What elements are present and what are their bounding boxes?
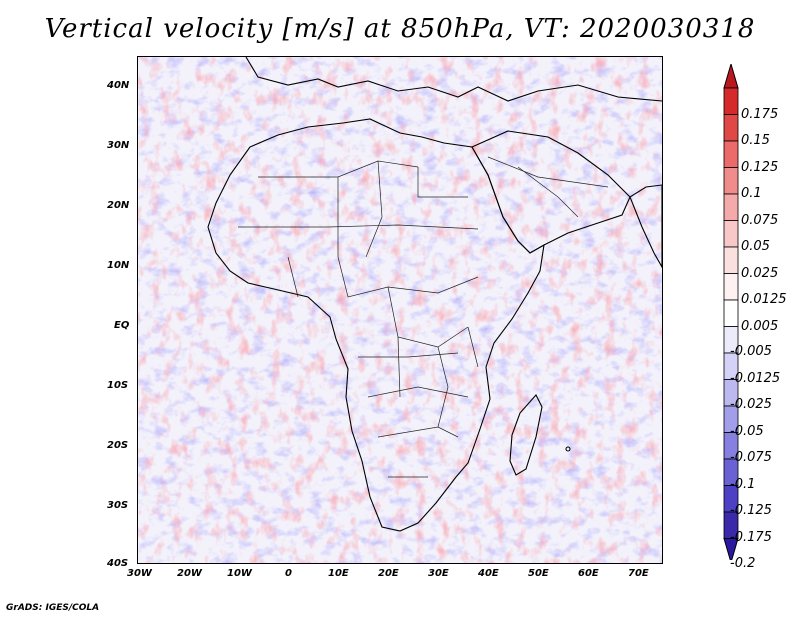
colorbar-label: -0.025	[730, 397, 772, 412]
europe-coastline	[245, 57, 662, 102]
map-title: Vertical velocity [m/s] at 850hPa, VT: 2…	[44, 14, 756, 44]
colorbar-label: 0.175	[741, 106, 779, 122]
africa-coastline	[207, 118, 545, 532]
vertical-velocity-field	[138, 57, 662, 563]
x-tick-70e: 70E	[628, 568, 649, 579]
colorbar-label: -0.0125	[730, 370, 781, 386]
x-tick-10e: 10E	[328, 568, 349, 579]
y-tick-20n: 20N	[107, 200, 130, 211]
colorbar-label: -0.05	[730, 423, 764, 439]
velocity-noise-field	[138, 57, 662, 563]
colorbar-label: 0.05	[741, 239, 770, 254]
colorbar-label: 0.025	[741, 265, 779, 281]
colorbar-segment	[723, 193, 739, 221]
y-tick-40n: 40N	[107, 80, 130, 91]
x-tick-50e: 50E	[528, 568, 549, 579]
country-borders	[238, 156, 609, 478]
colorbar-segment	[723, 167, 739, 195]
x-tick-0: 0	[285, 568, 292, 579]
colorbar-label: 0.125	[741, 159, 779, 175]
colorbar-segment	[723, 140, 739, 168]
colorbar-segment	[723, 299, 739, 327]
colorbar-bottom-arrow	[723, 538, 739, 560]
india-coastline	[629, 184, 662, 269]
colorbar-label: 0.005	[741, 318, 779, 334]
x-tick-20w: 20W	[177, 568, 202, 579]
colorbar-top-arrow	[723, 64, 739, 89]
footer-credit: GrADS: IGES/COLA	[6, 603, 100, 613]
colorbar-label: -0.005	[730, 344, 772, 359]
y-tick-20s: 20S	[107, 440, 129, 451]
colorbar-segment	[723, 220, 739, 248]
colorbar-segment	[723, 273, 739, 301]
colorbar-label: -0.1	[730, 476, 756, 492]
colorbar-label: 0.1	[741, 186, 762, 201]
colorbar-segment	[723, 114, 739, 142]
colorbar-label: -0.125	[730, 503, 772, 518]
colorbar-label: 0.15	[741, 133, 770, 148]
y-tick-30s: 30S	[107, 500, 129, 511]
colorbar	[723, 64, 739, 560]
y-tick-eq: EQ	[114, 320, 130, 331]
y-tick-30n: 30N	[107, 140, 130, 151]
y-tick-10s: 10S	[107, 380, 129, 391]
colorbar-label: -0.075	[730, 450, 772, 465]
y-tick-10n: 10N	[107, 260, 130, 271]
colorbar-label: -0.2	[730, 556, 756, 571]
colorbar-segment	[723, 87, 739, 115]
x-tick-10w: 10W	[227, 568, 252, 579]
arabia-coastline	[471, 130, 631, 254]
colorbar-label: 0.075	[741, 212, 779, 228]
colorbar-segment	[723, 246, 739, 274]
x-tick-60e: 60E	[578, 568, 599, 579]
colorbar-label: -0.175	[730, 529, 772, 545]
map-plot-area	[137, 56, 663, 564]
y-tick-40s: 40S	[107, 558, 129, 569]
coastlines	[207, 57, 662, 532]
madagascar-coastline	[509, 394, 543, 476]
x-tick-30w: 30W	[127, 568, 152, 579]
colorbar-label: 0.0125	[741, 292, 787, 307]
x-tick-40e: 40E	[478, 568, 499, 579]
x-tick-30e: 30E	[428, 568, 449, 579]
x-tick-20e: 20E	[378, 568, 399, 579]
